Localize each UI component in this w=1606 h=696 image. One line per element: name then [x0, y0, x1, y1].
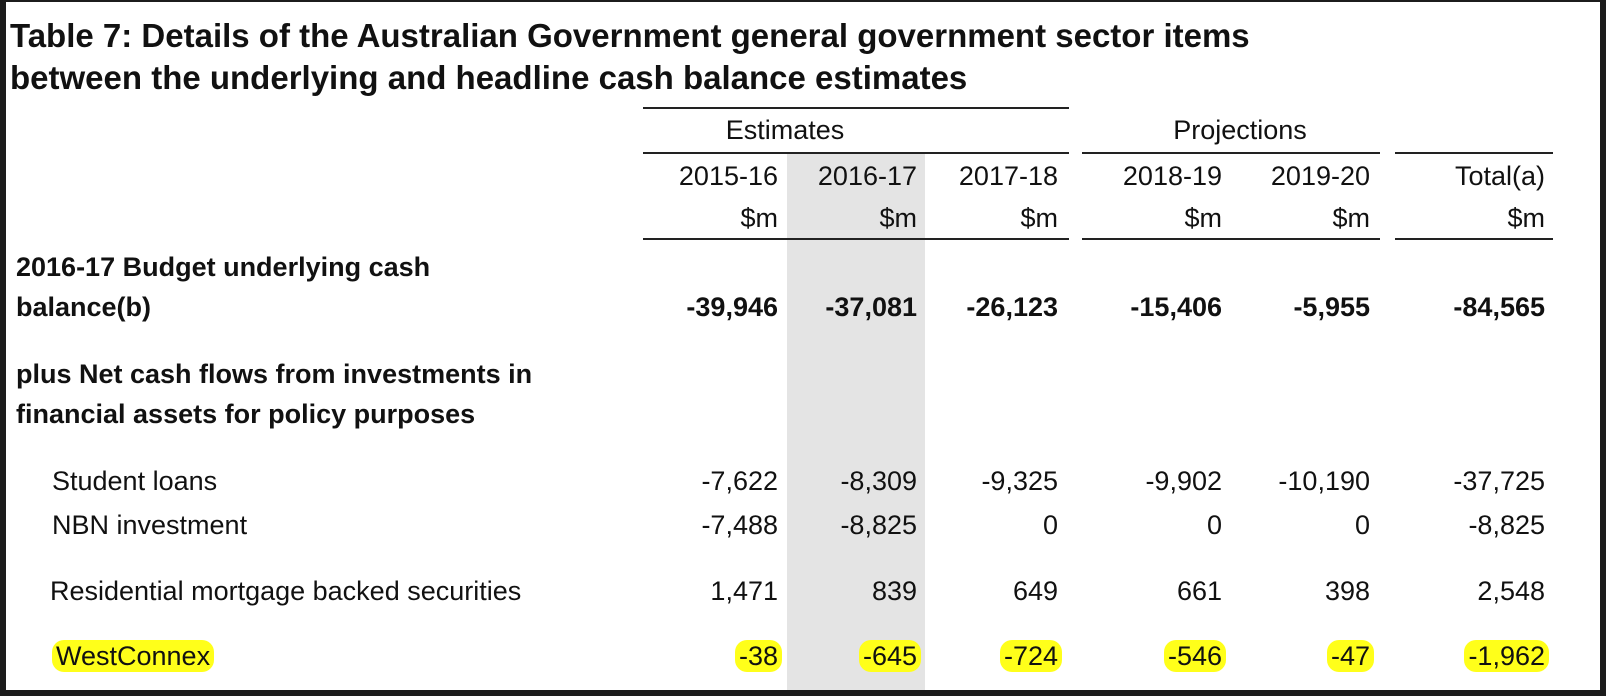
cell-value: -37,725: [1453, 466, 1545, 496]
title: Table 7: Details of the Australian Gover…: [10, 17, 1250, 54]
cell-value: -15,406: [1130, 292, 1222, 322]
cell-value: -5,955: [1293, 292, 1370, 322]
cell-value: 1,471: [710, 576, 778, 606]
row-label: balance(b): [16, 292, 152, 322]
column-year: 2015-16: [678, 161, 778, 191]
cell-value: 839: [871, 576, 917, 606]
cell-value: -7,622: [701, 466, 778, 496]
rule: [1082, 152, 1380, 154]
cell-value: -7,488: [701, 510, 778, 540]
rule: [643, 107, 1069, 109]
column-year: Total(a): [1454, 161, 1545, 191]
cell-value: 398: [1324, 576, 1370, 606]
cell-value: -645: [858, 640, 921, 672]
column-shade: [787, 152, 925, 690]
cell-value: 2,548: [1477, 576, 1545, 606]
cell-value: -8,825: [840, 510, 917, 540]
column-year: 2018-19: [1122, 161, 1222, 191]
column-year: 2019-20: [1270, 161, 1370, 191]
cell-value: -8,309: [840, 466, 917, 496]
row-label: plus Net cash flows from investments in: [16, 359, 533, 389]
rule: [643, 152, 1069, 154]
cell-value: -1,962: [1464, 640, 1549, 672]
rule: [643, 238, 1069, 240]
cell-value: -84,565: [1453, 292, 1545, 322]
cell-value: -724: [999, 640, 1062, 672]
cell-value: -10,190: [1278, 466, 1370, 496]
cell-value: -47: [1326, 640, 1374, 672]
cell-value: -39,946: [686, 292, 778, 322]
cell-value: -9,902: [1145, 466, 1222, 496]
cell-value: -37,081: [825, 292, 917, 322]
title: between the underlying and headline cash…: [10, 59, 968, 96]
column-year: 2017-18: [958, 161, 1058, 191]
row-label: Student loans: [52, 466, 218, 496]
column-year: 2016-17: [817, 161, 917, 191]
cell-value: 0: [1354, 510, 1370, 540]
cell-value: 0: [1206, 510, 1222, 540]
cell-value: -8,825: [1468, 510, 1545, 540]
row-label: financial assets for policy purposes: [16, 399, 476, 429]
row-label: WestConnex: [52, 640, 215, 672]
cell-value: 0: [1042, 510, 1058, 540]
row-label: 2016-17 Budget underlying cash: [16, 252, 431, 282]
column-unit: $m: [1507, 203, 1545, 233]
cell-value: 661: [1176, 576, 1222, 606]
cell-value: -26,123: [966, 292, 1058, 322]
group-header: Projections: [1173, 115, 1307, 145]
column-unit: $m: [1020, 203, 1058, 233]
row-label: NBN investment: [52, 510, 248, 540]
column-unit: $m: [740, 203, 778, 233]
column-unit: $m: [1332, 203, 1370, 233]
rule: [1395, 152, 1553, 154]
cell-value: 649: [1012, 576, 1058, 606]
row-label: Residential mortgage backed securities: [50, 576, 522, 606]
rule: [1395, 238, 1553, 240]
column-unit: $m: [1184, 203, 1222, 233]
cell-value: -9,325: [981, 466, 1058, 496]
group-header: Estimates: [725, 115, 845, 145]
cell-value: -38: [734, 640, 782, 672]
rule: [1082, 238, 1380, 240]
column-unit: $m: [879, 203, 917, 233]
cell-value: -546: [1163, 640, 1226, 672]
